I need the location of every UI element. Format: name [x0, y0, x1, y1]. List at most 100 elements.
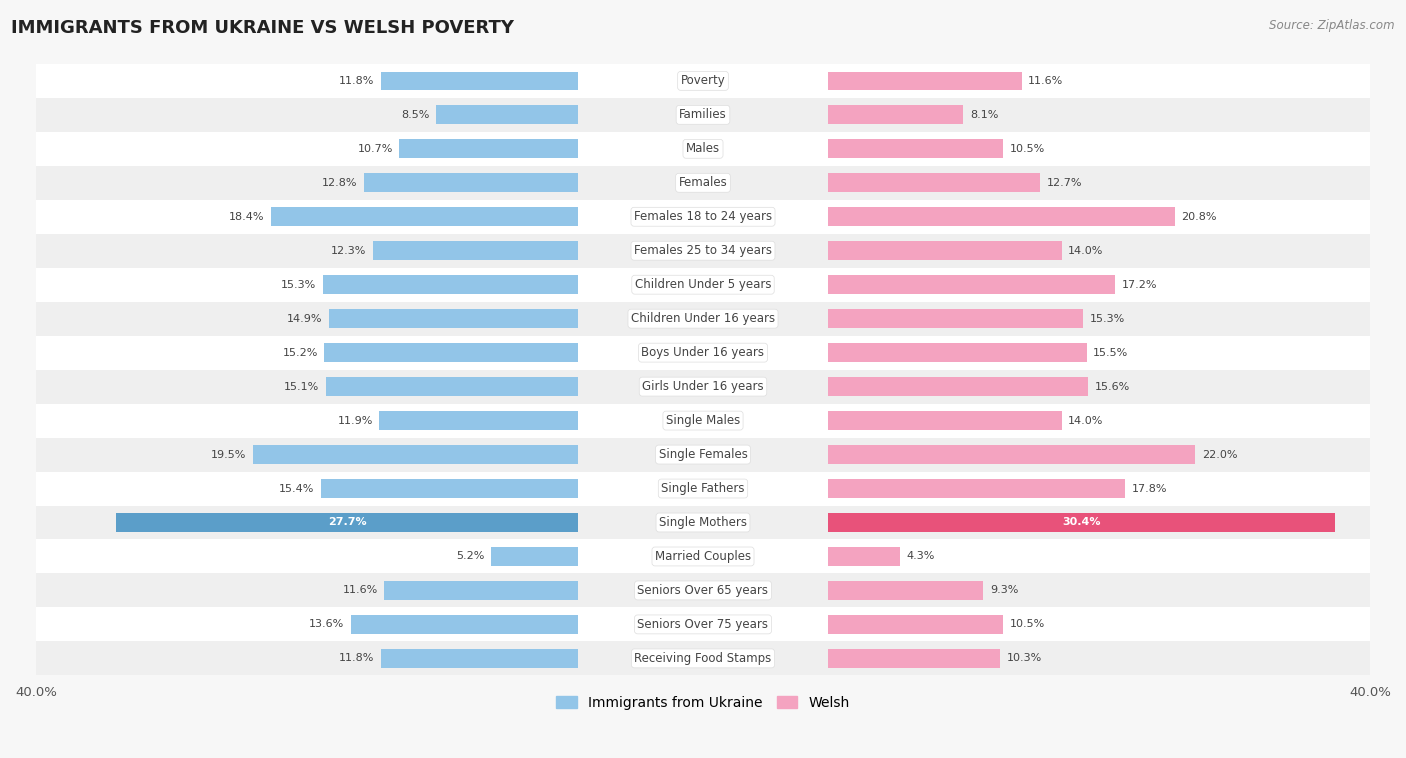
- Text: Females 25 to 34 years: Females 25 to 34 years: [634, 244, 772, 257]
- Bar: [323, 275, 578, 294]
- Text: 12.3%: 12.3%: [330, 246, 366, 255]
- Bar: [828, 479, 1125, 498]
- Text: Single Females: Single Females: [658, 448, 748, 461]
- Text: 15.3%: 15.3%: [281, 280, 316, 290]
- Text: 15.2%: 15.2%: [283, 348, 318, 358]
- Text: Seniors Over 65 years: Seniors Over 65 years: [637, 584, 769, 597]
- Text: 22.0%: 22.0%: [1202, 449, 1237, 459]
- Text: 27.7%: 27.7%: [328, 518, 367, 528]
- Text: 14.9%: 14.9%: [287, 314, 323, 324]
- Bar: [828, 547, 900, 565]
- Bar: [37, 607, 1369, 641]
- Text: 17.8%: 17.8%: [1132, 484, 1167, 493]
- Bar: [828, 139, 1002, 158]
- Bar: [326, 377, 578, 396]
- Bar: [828, 649, 1000, 668]
- Bar: [37, 132, 1369, 166]
- Bar: [828, 581, 983, 600]
- Text: Males: Males: [686, 143, 720, 155]
- Text: 11.6%: 11.6%: [1028, 76, 1063, 86]
- Text: 11.8%: 11.8%: [339, 76, 374, 86]
- Bar: [37, 166, 1369, 200]
- Bar: [828, 513, 1336, 532]
- Text: Females 18 to 24 years: Females 18 to 24 years: [634, 210, 772, 224]
- Bar: [399, 139, 578, 158]
- Text: 10.7%: 10.7%: [357, 144, 392, 154]
- Bar: [352, 615, 578, 634]
- Text: 30.4%: 30.4%: [1063, 518, 1101, 528]
- Bar: [37, 506, 1369, 540]
- Text: Source: ZipAtlas.com: Source: ZipAtlas.com: [1270, 19, 1395, 32]
- Bar: [384, 581, 578, 600]
- Text: 15.3%: 15.3%: [1090, 314, 1125, 324]
- Text: Girls Under 16 years: Girls Under 16 years: [643, 380, 763, 393]
- Text: 15.6%: 15.6%: [1095, 381, 1130, 392]
- Text: 20.8%: 20.8%: [1181, 211, 1218, 222]
- Text: Single Males: Single Males: [666, 414, 740, 427]
- Text: 11.6%: 11.6%: [343, 585, 378, 596]
- Bar: [828, 71, 1022, 90]
- Bar: [253, 445, 578, 464]
- Bar: [37, 540, 1369, 574]
- Bar: [325, 343, 578, 362]
- Bar: [491, 547, 578, 565]
- Text: 12.7%: 12.7%: [1046, 178, 1083, 188]
- Text: Boys Under 16 years: Boys Under 16 years: [641, 346, 765, 359]
- Text: 19.5%: 19.5%: [211, 449, 246, 459]
- Bar: [37, 302, 1369, 336]
- Bar: [828, 174, 1040, 192]
- Bar: [37, 641, 1369, 675]
- Bar: [828, 309, 1083, 328]
- Bar: [828, 275, 1115, 294]
- Bar: [37, 437, 1369, 471]
- Bar: [37, 268, 1369, 302]
- Text: Children Under 5 years: Children Under 5 years: [634, 278, 772, 291]
- Text: Single Mothers: Single Mothers: [659, 516, 747, 529]
- Bar: [37, 200, 1369, 233]
- Bar: [373, 241, 578, 260]
- Bar: [828, 208, 1175, 226]
- Bar: [37, 471, 1369, 506]
- Bar: [380, 412, 578, 430]
- Legend: Immigrants from Ukraine, Welsh: Immigrants from Ukraine, Welsh: [551, 690, 855, 715]
- Bar: [37, 336, 1369, 370]
- Text: 15.4%: 15.4%: [278, 484, 315, 493]
- Text: 12.8%: 12.8%: [322, 178, 357, 188]
- Text: Children Under 16 years: Children Under 16 years: [631, 312, 775, 325]
- Text: 11.8%: 11.8%: [339, 653, 374, 663]
- Bar: [329, 309, 578, 328]
- Text: Married Couples: Married Couples: [655, 550, 751, 563]
- Bar: [271, 208, 578, 226]
- Text: 8.1%: 8.1%: [970, 110, 998, 120]
- Text: 10.5%: 10.5%: [1010, 144, 1045, 154]
- Text: IMMIGRANTS FROM UKRAINE VS WELSH POVERTY: IMMIGRANTS FROM UKRAINE VS WELSH POVERTY: [11, 19, 515, 37]
- Bar: [321, 479, 578, 498]
- Bar: [436, 105, 578, 124]
- Bar: [364, 174, 578, 192]
- Text: Poverty: Poverty: [681, 74, 725, 87]
- Text: 17.2%: 17.2%: [1122, 280, 1157, 290]
- Text: 8.5%: 8.5%: [401, 110, 429, 120]
- Text: 5.2%: 5.2%: [456, 552, 485, 562]
- Text: 10.5%: 10.5%: [1010, 619, 1045, 629]
- Bar: [37, 370, 1369, 403]
- Bar: [828, 241, 1062, 260]
- Text: Seniors Over 75 years: Seniors Over 75 years: [637, 618, 769, 631]
- Text: 14.0%: 14.0%: [1069, 246, 1104, 255]
- Text: 14.0%: 14.0%: [1069, 415, 1104, 425]
- Bar: [37, 64, 1369, 98]
- Bar: [828, 615, 1002, 634]
- Text: 9.3%: 9.3%: [990, 585, 1018, 596]
- Text: Receiving Food Stamps: Receiving Food Stamps: [634, 652, 772, 665]
- Text: 4.3%: 4.3%: [907, 552, 935, 562]
- Bar: [37, 98, 1369, 132]
- Text: 10.3%: 10.3%: [1007, 653, 1042, 663]
- Text: Single Fathers: Single Fathers: [661, 482, 745, 495]
- Text: 15.5%: 15.5%: [1094, 348, 1129, 358]
- Bar: [381, 649, 578, 668]
- Text: 18.4%: 18.4%: [229, 211, 264, 222]
- Bar: [115, 513, 578, 532]
- Bar: [37, 233, 1369, 268]
- Bar: [37, 574, 1369, 607]
- Text: Females: Females: [679, 177, 727, 190]
